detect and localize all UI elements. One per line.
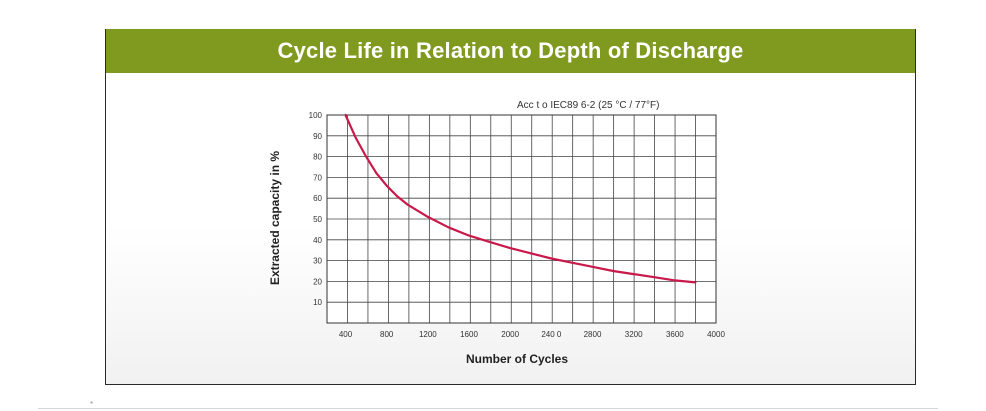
x-tick-label: 240 0 <box>541 330 562 339</box>
x-tick-label: 800 <box>380 330 394 339</box>
x-tick-label: 1200 <box>419 330 437 339</box>
series-group <box>344 113 697 284</box>
x-tick-label: 4000 <box>707 330 725 339</box>
chart-annotation: Acc t o IEC89 6-2 (25 °C / 77°F) <box>517 100 660 111</box>
y-tick-label: 80 <box>313 153 322 162</box>
y-tick-label: 10 <box>313 298 322 307</box>
y-tick-label: 20 <box>313 277 322 286</box>
x-tick-label: 400 <box>339 330 353 339</box>
chart-title: Cycle Life in Relation to Depth of Disch… <box>106 29 915 73</box>
series-line <box>344 113 697 284</box>
x-tick-label: 3200 <box>625 330 643 339</box>
footer-mark: * <box>90 400 94 409</box>
x-axis-label: Number of Cycles <box>466 352 568 366</box>
chart-frame: Cycle Life in Relation to Depth of Disch… <box>105 29 916 385</box>
x-tick-label: 3600 <box>666 330 684 339</box>
y-tick-label: 50 <box>313 215 322 224</box>
y-axis-ticks: 10 20 30 40 50 60 70 80 90 100 <box>309 111 323 307</box>
grid <box>327 115 716 323</box>
x-tick-label: 1600 <box>460 330 478 339</box>
y-axis-label: Extracted capacity in % <box>268 151 282 285</box>
x-tick-label: 2000 <box>501 330 519 339</box>
y-tick-label: 30 <box>313 257 322 266</box>
page-divider <box>38 408 938 409</box>
y-tick-label: 70 <box>313 173 322 182</box>
x-axis-ticks: 400 800 1200 1600 2000 240 0 2800 3200 3600 4000 <box>339 330 726 339</box>
y-tick-label: 40 <box>313 236 322 245</box>
y-tick-label: 100 <box>309 111 323 120</box>
x-tick-label: 2800 <box>584 330 602 339</box>
y-tick-label: 90 <box>313 132 322 141</box>
y-tick-label: 60 <box>313 194 322 203</box>
